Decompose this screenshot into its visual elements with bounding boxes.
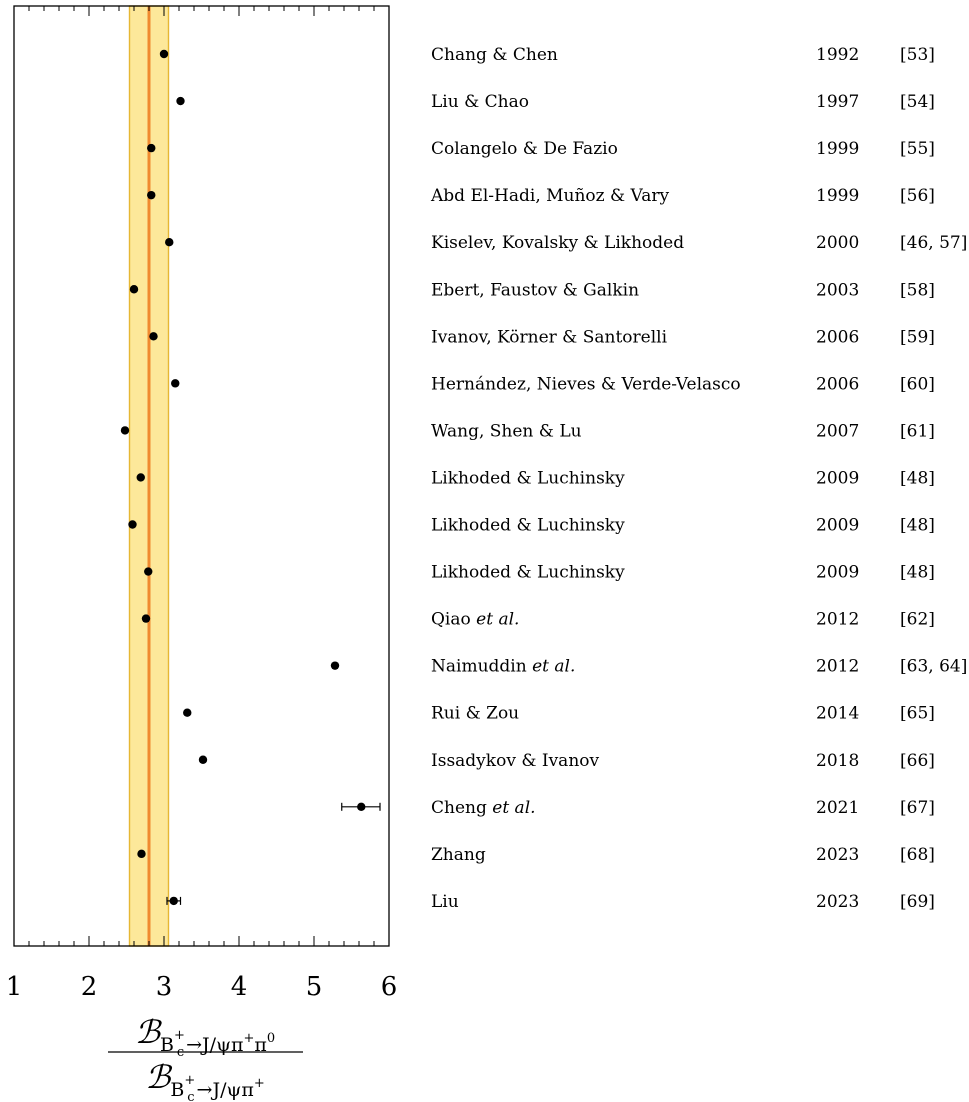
row-author: Rui & Zou xyxy=(431,704,519,724)
row-author: Naimuddin et al. xyxy=(431,657,575,677)
row-year: 2012 xyxy=(816,657,859,677)
row-author: Wang, Shen & Lu xyxy=(431,421,582,441)
row-reference: [48] xyxy=(900,563,935,583)
row-author: Kiselev, Kovalsky & Likhoded xyxy=(431,233,684,253)
data-point xyxy=(183,708,192,717)
row-reference: [65] xyxy=(900,704,935,724)
reference-list: Chang & Chen 1992 [53] Liu & Chao 1997 [54] Co… xyxy=(430,45,967,912)
x-tick-label: 4 xyxy=(231,972,248,1002)
row-reference: [67] xyxy=(900,798,935,818)
data-point xyxy=(159,49,169,59)
data-points-layer xyxy=(120,49,381,906)
data-point xyxy=(120,426,130,435)
row-reference: [48] xyxy=(900,516,935,536)
row-reference: [48] xyxy=(900,468,935,488)
row-reference: [46, 57] xyxy=(900,233,967,253)
data-point xyxy=(147,143,156,153)
row-year: 2006 xyxy=(816,374,859,394)
data-point xyxy=(171,379,180,388)
row-year: 2014 xyxy=(816,704,859,724)
row-author: Chang & Chen xyxy=(431,45,558,65)
row-author: Abd El-Hadi, Muñoz & Vary xyxy=(430,186,670,206)
row-author: Liu xyxy=(431,892,459,912)
row-author: Zhang xyxy=(431,845,486,865)
row-reference: [59] xyxy=(900,327,935,347)
data-point xyxy=(149,332,158,341)
row-author: Ebert, Faustov & Galkin xyxy=(431,280,639,300)
row-reference: [58] xyxy=(900,280,935,300)
row-reference: [54] xyxy=(900,92,935,112)
data-point xyxy=(141,614,151,623)
x-tick-label: 1 xyxy=(6,972,23,1002)
plot-frame xyxy=(13,5,390,947)
row-author: Colangelo & De Fazio xyxy=(431,139,618,159)
row-reference: [68] xyxy=(900,845,935,865)
data-point xyxy=(136,473,145,482)
row-year: 1999 xyxy=(816,139,859,159)
row-year: 1992 xyxy=(816,45,859,65)
data-point xyxy=(357,802,366,811)
row-year: 1997 xyxy=(816,92,859,112)
data-point xyxy=(147,190,156,200)
row-reference: [55] xyxy=(900,139,935,159)
data-point xyxy=(169,896,178,906)
row-year: 2000 xyxy=(816,233,859,253)
data-point xyxy=(165,238,174,247)
row-reference: [53] xyxy=(900,45,935,65)
data-point xyxy=(137,849,146,859)
data-point xyxy=(144,567,153,576)
row-reference: [61] xyxy=(900,421,935,441)
row-year: 2003 xyxy=(816,280,859,300)
row-year: 2007 xyxy=(816,421,859,441)
data-point xyxy=(330,661,340,670)
row-year: 2009 xyxy=(816,516,859,536)
row-author: Likhoded & Luchinsky xyxy=(431,468,625,488)
row-reference: [66] xyxy=(900,751,935,771)
x-tick-label: 5 xyxy=(306,972,323,1002)
row-year: 1999 xyxy=(816,186,859,206)
row-author: Liu & Chao xyxy=(431,92,529,112)
x-label-denominator: ℬB+ c →J/ψπ+ xyxy=(145,1058,265,1102)
row-author: Cheng et al. xyxy=(431,798,536,818)
data-point xyxy=(198,755,208,764)
x-tick-label: 6 xyxy=(381,972,398,1002)
row-year: 2009 xyxy=(816,563,859,583)
row-author: Ivanov, Körner & Santorelli xyxy=(431,327,668,347)
row-year: 2012 xyxy=(816,610,859,630)
row-author: Issadykov & Ivanov xyxy=(431,751,600,771)
row-year: 2018 xyxy=(816,751,859,771)
row-author: Hernández, Nieves & Verde-Velasco xyxy=(431,374,741,394)
row-year: 2023 xyxy=(816,845,859,865)
row-reference: [60] xyxy=(900,374,935,394)
row-reference: [69] xyxy=(900,892,935,912)
row-reference: [63, 64] xyxy=(900,657,967,677)
row-year: 2021 xyxy=(816,798,859,818)
row-year: 2006 xyxy=(816,327,859,347)
row-year: 2009 xyxy=(816,468,859,488)
row-author: Likhoded & Luchinsky xyxy=(431,516,625,536)
average-band-layer xyxy=(128,5,170,947)
row-year: 2023 xyxy=(816,892,859,912)
x-tick-label: 3 xyxy=(156,972,173,1002)
row-reference: [56] xyxy=(900,186,935,206)
row-reference: [62] xyxy=(900,610,935,630)
data-point xyxy=(176,96,185,106)
row-author: Likhoded & Luchinsky xyxy=(431,563,625,583)
data-point xyxy=(128,520,137,529)
data-point xyxy=(129,285,139,294)
x-tick-label: 2 xyxy=(81,972,98,1002)
x-label-numerator: ℬB+c→J/ψπ+π0 xyxy=(135,1013,275,1060)
plot-frame-layer: 1 2 3 4 5 6 xyxy=(6,5,398,1002)
row-author: Qiao et al. xyxy=(431,610,519,630)
